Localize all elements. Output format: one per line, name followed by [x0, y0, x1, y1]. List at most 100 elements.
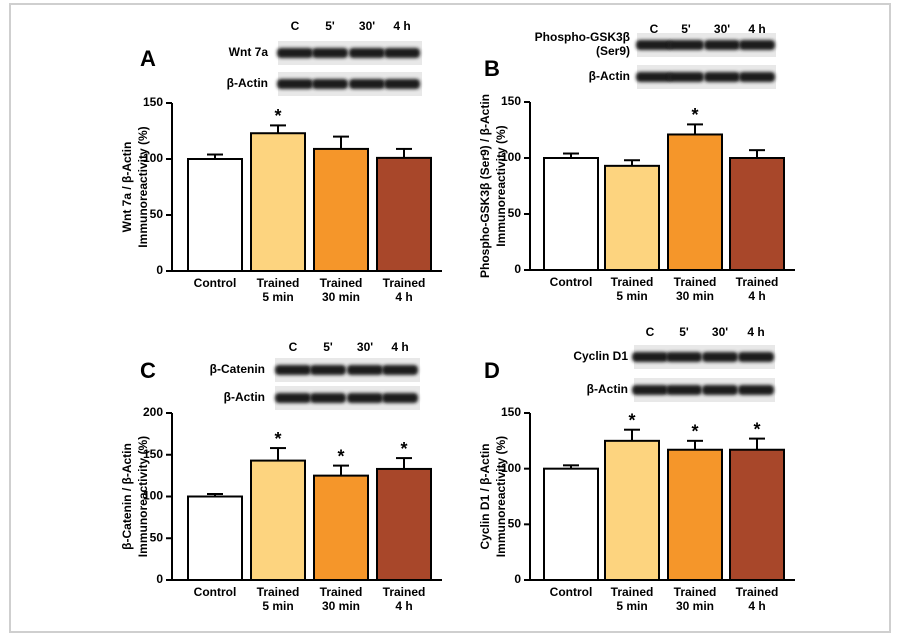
y-axis-label: Immunoreactivity (%): [494, 125, 508, 246]
blot-row-label: β-Actin: [224, 390, 265, 404]
blot-row-label: β-Actin: [587, 382, 628, 396]
bar: [313, 474, 369, 581]
significance-mark: *: [400, 439, 407, 459]
x-tick-label-line: 5 min: [262, 599, 293, 613]
bar: [667, 448, 723, 581]
blot-band: [632, 352, 668, 362]
blot-band: [275, 393, 311, 403]
blot-lane-label: 5': [325, 19, 335, 33]
blot-lane-label: 30': [357, 340, 373, 354]
x-tick-label-line: Trained: [611, 275, 654, 289]
y-tick-label: 150: [143, 95, 163, 109]
blot-band: [738, 352, 774, 362]
blot-row-label-line: (Ser9): [596, 44, 630, 58]
bar: [604, 439, 660, 582]
bar: [543, 467, 599, 581]
x-tick-label: Trained 30 min: [320, 585, 363, 613]
y-tick-label: 150: [501, 405, 521, 419]
blot-band: [738, 385, 774, 395]
y-axis-label: β-Catenin / β-Actin: [120, 443, 134, 550]
blot-row-label-line: β-Actin: [227, 76, 268, 90]
x-tick-label-line: 5 min: [616, 289, 647, 303]
x-tick-label: Trained 5 min: [611, 585, 654, 613]
significance-mark: *: [274, 429, 281, 449]
x-tick-label-line: 4 h: [748, 289, 765, 303]
x-tick-label-line: 30 min: [676, 289, 714, 303]
blot-band: [739, 40, 775, 50]
x-tick-label: Control: [194, 585, 237, 599]
blot-row-label-line: Wnt 7a: [229, 45, 269, 59]
blot-lane-label: 4 h: [393, 19, 410, 33]
x-tick-label-line: 5 min: [616, 599, 647, 613]
blot-band: [668, 72, 704, 82]
x-tick-label-line: Control: [194, 276, 237, 290]
y-tick-label: 150: [143, 447, 163, 461]
bar: [729, 157, 785, 271]
blot-band: [277, 48, 313, 58]
significance-mark: *: [628, 410, 635, 430]
blot-band: [310, 365, 346, 375]
panel-label: D: [484, 358, 500, 383]
blot-row-label-line: Phospho-GSK3β: [535, 30, 630, 44]
blot-lane-label: C: [646, 325, 655, 339]
x-tick-label: Trained 30 min: [674, 275, 717, 303]
blot-row-label: Cyclin D1: [573, 349, 628, 363]
y-tick-label: 100: [143, 151, 163, 165]
blot-row-label: Wnt 7a: [229, 45, 269, 59]
x-tick-label-line: 4 h: [395, 290, 412, 304]
y-axis-label: Immunoreactivity (%): [136, 126, 150, 247]
x-tick-label-line: Control: [550, 275, 593, 289]
blot-band: [384, 79, 420, 89]
significance-mark: *: [274, 106, 281, 126]
x-tick-label-line: Trained: [383, 585, 426, 599]
y-axis-label: Wnt 7a / β-Actin: [120, 142, 134, 233]
y-tick-label: 100: [501, 461, 521, 475]
blot-row-label: β-Catenin: [210, 362, 265, 376]
x-tick-label: Trained 4 h: [383, 276, 426, 304]
y-tick-label: 150: [501, 94, 521, 108]
y-tick-label: 0: [156, 572, 163, 586]
blot-row-label: β-Actin: [589, 69, 630, 83]
x-tick-label-line: Trained: [320, 585, 363, 599]
blot-band: [349, 48, 385, 58]
y-axis-label: Immunoreactivity (%): [136, 436, 150, 557]
blot-band: [636, 40, 672, 50]
bar: [376, 467, 432, 582]
x-tick-label: Trained 5 min: [257, 276, 300, 304]
x-tick-label-line: Control: [194, 585, 237, 599]
blot-band: [384, 48, 420, 58]
y-tick-label: 200: [143, 405, 163, 419]
x-tick-label-line: Trained: [257, 276, 300, 290]
blot-lane-label: 4 h: [748, 22, 765, 36]
x-tick-label-line: Trained: [736, 585, 779, 599]
blot-lane-label: 5': [681, 22, 691, 36]
x-tick-label: Trained 30 min: [674, 585, 717, 613]
blot-band: [632, 385, 668, 395]
blot-row-label-line: β-Actin: [587, 382, 628, 396]
blot-row-label-line: β-Actin: [224, 390, 265, 404]
blot-lane-label: 4 h: [391, 340, 408, 354]
bar: [187, 158, 243, 272]
x-tick-label-line: 4 h: [395, 599, 412, 613]
blot-band: [636, 72, 672, 82]
blot-band: [310, 393, 346, 403]
significance-mark: *: [753, 419, 760, 439]
blot-band: [347, 393, 383, 403]
x-tick-label-line: 4 h: [748, 599, 765, 613]
panel-label: B: [484, 56, 500, 81]
x-tick-label: Trained 4 h: [736, 275, 779, 303]
y-tick-label: 100: [143, 489, 163, 503]
bar: [187, 495, 243, 581]
blot-lane-label: 5': [323, 340, 333, 354]
bar: [729, 448, 785, 581]
y-tick-label: 0: [514, 572, 521, 586]
x-tick-label: Trained 5 min: [257, 585, 300, 613]
y-tick-label: 100: [501, 150, 521, 164]
y-tick-label: 50: [508, 206, 522, 220]
panel-label: C: [140, 358, 156, 383]
blot-band: [704, 40, 740, 50]
blot-row-label: Phospho-GSK3β (Ser9): [535, 30, 630, 58]
blot-band: [347, 365, 383, 375]
x-tick-label: Control: [194, 276, 237, 290]
x-tick-label: Control: [550, 275, 593, 289]
